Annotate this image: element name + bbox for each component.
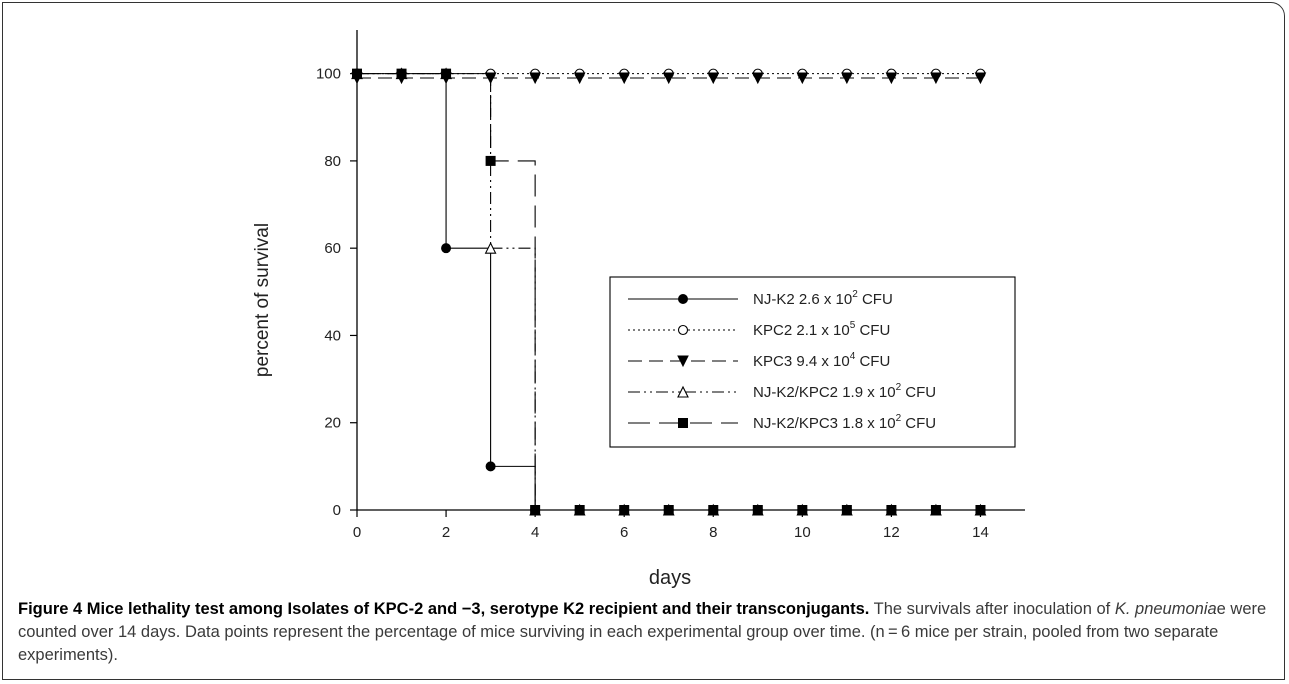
legend-series-name: KPC2 xyxy=(753,322,796,339)
legend-box xyxy=(609,276,1016,448)
x-tick-label: 12 xyxy=(883,524,900,541)
series-kpc3 xyxy=(351,72,987,85)
y-axis-label: percent of survival xyxy=(252,223,273,377)
caption-italic: K. pneumonia xyxy=(1114,600,1217,618)
legend-marker xyxy=(677,324,689,336)
legend-dose-prefix: 1.8 x 10 xyxy=(842,415,895,432)
data-point xyxy=(573,72,586,85)
legend-dose-prefix: 2.1 x 10 xyxy=(796,322,849,339)
x-tick-label: 10 xyxy=(794,524,811,541)
data-point xyxy=(662,72,675,85)
y-tick-label: 100 xyxy=(316,66,341,83)
y-tick-label: 80 xyxy=(324,153,341,170)
legend-marker xyxy=(678,294,688,304)
legend-dose-prefix: 9.4 x 10 xyxy=(796,353,849,370)
legend-label: NJ-K2 2.6 x 102 CFU xyxy=(753,289,893,308)
data-point xyxy=(975,505,986,515)
legend-label: NJ-K2/KPC2 1.9 x 102 CFU xyxy=(753,382,936,401)
x-tick-label: 2 xyxy=(442,524,450,541)
legend-dose-exponent: 2 xyxy=(896,413,902,424)
axes: 0 20 40 60 80 100 0 2 4 6 8 10 12 14 xyxy=(316,30,1025,541)
data-point xyxy=(796,72,809,85)
y-tick-label: 20 xyxy=(324,415,341,432)
legend-dose-unit: CFU xyxy=(855,322,890,339)
legend-dose-exponent: 2 xyxy=(852,289,858,300)
legend-series-name: NJ-K2/KPC2 xyxy=(753,384,842,401)
legend-dose-unit: CFU xyxy=(901,384,936,401)
legend-label: KPC3 9.4 x 104 CFU xyxy=(753,351,890,370)
legend-dose-unit: CFU xyxy=(858,291,893,308)
legend-dose-unit: CFU xyxy=(901,415,936,432)
y-tick-label: 60 xyxy=(324,240,341,257)
data-point xyxy=(930,505,941,515)
data-point xyxy=(529,72,541,85)
data-point xyxy=(974,72,987,85)
legend-dose-prefix: 2.6 x 10 xyxy=(799,291,852,308)
data-point xyxy=(441,243,452,254)
x-axis-label: days xyxy=(649,567,691,589)
legend-dose-prefix: 1.9 x 10 xyxy=(842,384,895,401)
series-layer xyxy=(351,67,987,516)
legend-entry: NJ-K2/KPC3 1.8 x 102 CFU xyxy=(628,413,936,432)
data-point xyxy=(618,72,631,85)
data-point xyxy=(841,505,852,515)
data-point xyxy=(352,68,362,79)
data-point xyxy=(485,461,496,472)
legend-label: KPC2 2.1 x 105 CFU xyxy=(753,320,890,339)
data-point xyxy=(752,505,763,515)
data-point xyxy=(663,505,674,515)
legend-dose-exponent: 4 xyxy=(850,351,856,362)
data-point xyxy=(708,505,719,515)
y-tick-label: 0 xyxy=(333,502,341,519)
x-tick-label: 14 xyxy=(972,524,989,541)
legend-dose-exponent: 2 xyxy=(896,382,902,393)
data-point xyxy=(441,68,452,79)
series-nj-k2-kpc3 xyxy=(352,68,986,515)
legend-marker xyxy=(678,418,688,428)
legend-dose-exponent: 5 xyxy=(850,320,856,331)
caption-text-2: e were counted over 14 days. Data points… xyxy=(18,600,1267,664)
data-point xyxy=(841,72,853,85)
data-point xyxy=(485,155,496,166)
data-point xyxy=(886,505,897,515)
data-point xyxy=(707,72,720,85)
caption-label: Figure 4 Mice lethality test among Isola… xyxy=(18,600,870,618)
data-point xyxy=(797,505,808,515)
y-tick-label: 40 xyxy=(324,327,341,344)
x-tick-label: 0 xyxy=(353,524,361,541)
legend-series-name: NJ-K2 xyxy=(753,291,799,308)
data-point xyxy=(885,72,898,85)
legend-entry: KPC3 9.4 x 104 CFU xyxy=(628,351,890,370)
x-tick-label: 4 xyxy=(531,524,539,541)
x-tick-label: 6 xyxy=(620,524,628,541)
x-tick-label: 8 xyxy=(709,524,717,541)
figure-caption: Figure 4 Mice lethality test among Isola… xyxy=(18,598,1273,667)
legend-series-name: KPC3 xyxy=(753,353,796,370)
legend-series-name: NJ-K2/KPC3 xyxy=(753,415,842,432)
legend-marker xyxy=(677,385,689,398)
data-point xyxy=(619,505,630,515)
legend-label: NJ-K2/KPC3 1.8 x 102 CFU xyxy=(753,413,936,432)
survival-chart: 0 20 40 60 80 100 0 2 4 6 8 10 12 14 NJ-K2 2.6 x 102 … xyxy=(252,30,1025,589)
legend-entry: KPC2 2.1 x 105 CFU xyxy=(628,320,890,339)
legend-dose-unit: CFU xyxy=(855,353,890,370)
data-point xyxy=(930,72,942,85)
data-point xyxy=(751,72,764,85)
data-point xyxy=(396,68,407,79)
data-point xyxy=(574,505,585,515)
legend-entry: NJ-K2 2.6 x 102 CFU xyxy=(628,289,893,308)
legend-entry: NJ-K2/KPC2 1.9 x 102 CFU xyxy=(628,382,936,401)
data-point xyxy=(530,505,541,515)
data-point xyxy=(484,241,497,254)
caption-text-1: The survivals after inoculation of xyxy=(869,600,1115,618)
legend-marker xyxy=(677,355,689,368)
